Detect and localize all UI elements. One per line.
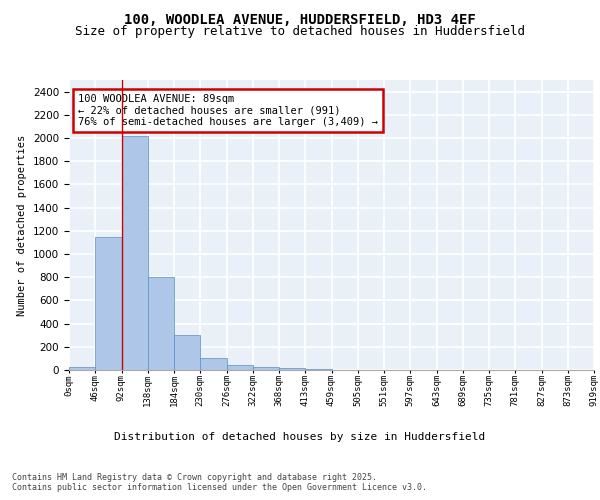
Bar [148,277,174,370]
Text: Distribution of detached houses by size in Huddersfield: Distribution of detached houses by size … [115,432,485,442]
Bar [200,358,227,370]
Text: 100, WOODLEA AVENUE, HUDDERSFIELD, HD3 4EF: 100, WOODLEA AVENUE, HUDDERSFIELD, HD3 4… [124,12,476,26]
Bar [279,368,305,370]
Text: Contains HM Land Registry data © Crown copyright and database right 2025.
Contai: Contains HM Land Registry data © Crown c… [12,472,427,492]
Text: Size of property relative to detached houses in Huddersfield: Size of property relative to detached ho… [75,25,525,38]
Bar [69,366,95,370]
Y-axis label: Number of detached properties: Number of detached properties [17,134,28,316]
Bar [253,366,279,370]
Bar [95,236,121,370]
Text: 100 WOODLEA AVENUE: 89sqm
← 22% of detached houses are smaller (991)
76% of semi: 100 WOODLEA AVENUE: 89sqm ← 22% of detac… [78,94,378,127]
Bar [174,335,200,370]
Bar [121,136,148,370]
Bar [227,366,253,370]
